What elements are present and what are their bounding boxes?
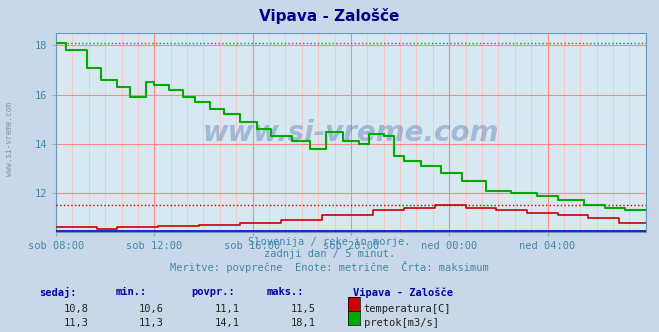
- Text: Vipava - Zalošče: Vipava - Zalošče: [353, 287, 453, 298]
- Text: min.:: min.:: [115, 287, 146, 297]
- Text: 11,3: 11,3: [63, 318, 88, 328]
- Text: Slovenija / reke in morje.: Slovenija / reke in morje.: [248, 237, 411, 247]
- Text: www.si-vreme.com: www.si-vreme.com: [203, 119, 499, 147]
- Text: 14,1: 14,1: [215, 318, 240, 328]
- Text: 11,1: 11,1: [215, 304, 240, 314]
- Text: pretok[m3/s]: pretok[m3/s]: [364, 318, 439, 328]
- Text: 10,8: 10,8: [63, 304, 88, 314]
- Text: 11,5: 11,5: [291, 304, 316, 314]
- Text: maks.:: maks.:: [267, 287, 304, 297]
- Text: www.si-vreme.com: www.si-vreme.com: [5, 103, 14, 176]
- Text: temperatura[C]: temperatura[C]: [364, 304, 451, 314]
- Text: sedaj:: sedaj:: [40, 287, 77, 298]
- Text: 11,3: 11,3: [139, 318, 164, 328]
- Text: zadnji dan / 5 minut.: zadnji dan / 5 minut.: [264, 249, 395, 259]
- Text: Meritve: povprečne  Enote: metrične  Črta: maksimum: Meritve: povprečne Enote: metrične Črta:…: [170, 261, 489, 273]
- Text: povpr.:: povpr.:: [191, 287, 235, 297]
- Text: 18,1: 18,1: [291, 318, 316, 328]
- Text: Vipava - Zalošče: Vipava - Zalošče: [259, 8, 400, 24]
- Text: 10,6: 10,6: [139, 304, 164, 314]
